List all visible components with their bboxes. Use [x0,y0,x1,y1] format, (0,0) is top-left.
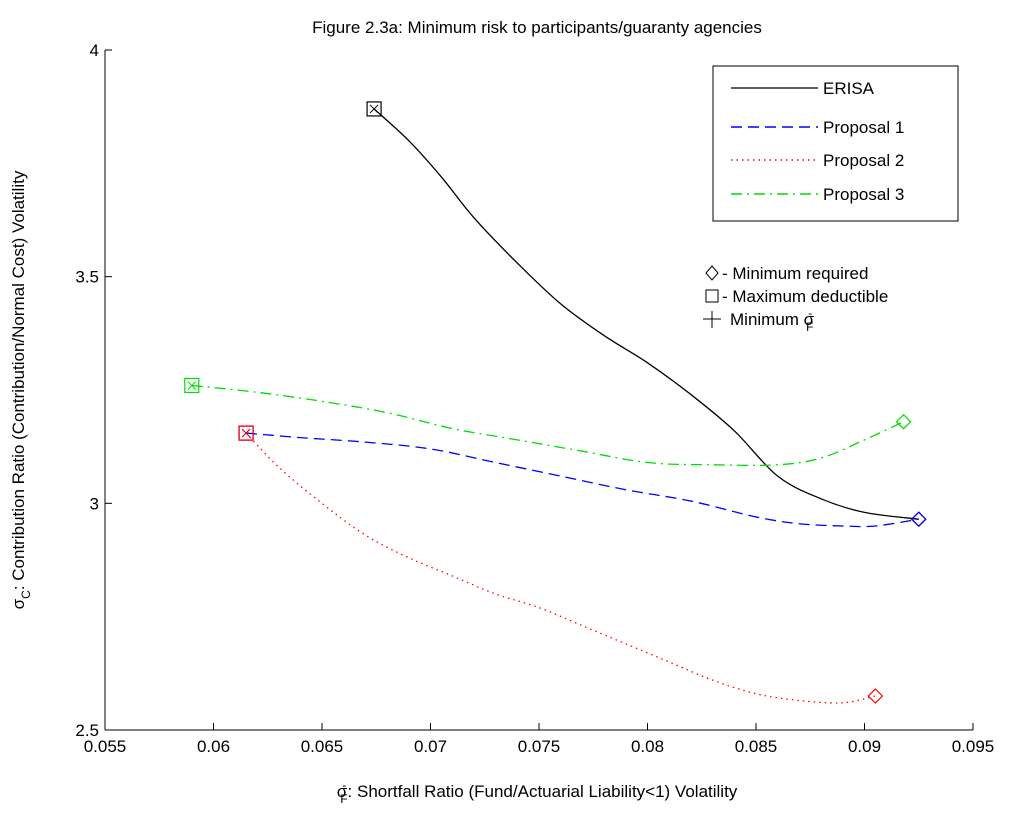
series-line-proposal-1 [245,432,919,528]
y-axis-label: σC: Contribution Ratio (Contribution/Nor… [9,170,33,609]
series-start-marker-proposal-2 [238,425,254,441]
x-tick-label: 0.095 [952,737,995,756]
x-tick-label: 0.09 [848,737,881,756]
marker-legend-label-maximum-deductible-dash: - [722,287,732,306]
series-line-proposal-2 [245,432,876,704]
marker-legend-label-minimum-required-text: Minimum required [732,264,868,283]
series-end-marker-proposal-2 [867,688,884,704]
series-start-marker-cross-proposal-2 [241,428,251,438]
marker-legend-label-minimum-required-dash: - [722,264,732,283]
marker-legend-label-minimum-sigma: Minimum σ-F [730,306,815,334]
x-tick-label: 0.055 [84,737,127,756]
y-axis-label-text: : Contribution Ratio (Contribution/Norma… [9,170,28,590]
chart-title: Figure 2.3a: Minimum risk to participant… [312,18,762,37]
x-tick-label: 0.07 [414,737,447,756]
legend-label-proposal-1: Proposal 1 [823,118,904,137]
x-tick-label: 0.08 [631,737,664,756]
x-ticks: 0.055 0.06 0.065 0.07 0.075 0.08 0.085 0.09 0.09… [84,723,995,756]
series-start-marker-cross-proposal-3 [187,381,197,390]
series-layer [191,108,919,704]
marker-layer [184,101,927,704]
y-tick-label: 4 [90,41,99,60]
marker-legend-label-minimum-required: - Minimum required [722,264,868,283]
x-tick-label: 0.075 [518,737,561,756]
y-tick-label: 2.5 [75,721,99,740]
x-axis-label-sup: - [342,778,346,792]
legend-label-erisa: ERISA [823,79,875,98]
legend-label-proposal-3: Proposal 3 [823,185,904,204]
x-axis-label: σ-F: Shortfall Ratio (Fund/Actuarial Lia… [337,778,738,806]
marker-legend: - Minimum required - Maximum deductible … [703,264,888,334]
x-axis-label-symbol: σ [337,782,348,801]
series-line-erisa [373,108,919,520]
marker-legend-label-minimum-sigma-sup: - [808,306,812,320]
marker-legend-label-minimum-sigma-sub: F [806,320,813,334]
y-axis-label-symbol: σ [9,598,28,609]
x-tick-label: 0.085 [735,737,778,756]
series-end-marker-proposal-3 [895,413,912,430]
y-tick-label: 3.5 [75,268,99,287]
marker-legend-label-maximum-deductible: - Maximum deductible [722,287,888,306]
x-axis-label-sub: F [340,792,347,806]
marker-legend-label-maximum-deductible-text: Maximum deductible [732,287,888,306]
y-axis-label-sub: C [19,590,33,599]
legend-label-proposal-2: Proposal 2 [823,151,904,170]
series-end-marker-proposal-1 [910,511,927,528]
x-tick-label: 0.065 [301,737,344,756]
x-tick-label: 0.06 [197,737,230,756]
series-legend-box [712,65,959,222]
series-start-marker-erisa [366,101,382,117]
series-start-marker-proposal-3 [184,377,200,394]
marker-legend-diamond-icon [705,265,719,281]
y-tick-label: 3 [90,494,99,513]
series-legend: ERISA Proposal 1 Proposal 2 Proposal 3 [712,65,959,222]
x-axis-label-text: : Shortfall Ratio (Fund/Actuarial Liabil… [348,782,738,801]
marker-legend-square-icon [705,289,719,303]
series-start-marker-cross-erisa [369,104,379,114]
series-line-proposal-3 [191,384,904,467]
y-ticks: 2.5 3 3.5 4 [75,41,112,740]
marker-legend-label-minimum-sigma-text: Minimum σ [730,310,815,329]
